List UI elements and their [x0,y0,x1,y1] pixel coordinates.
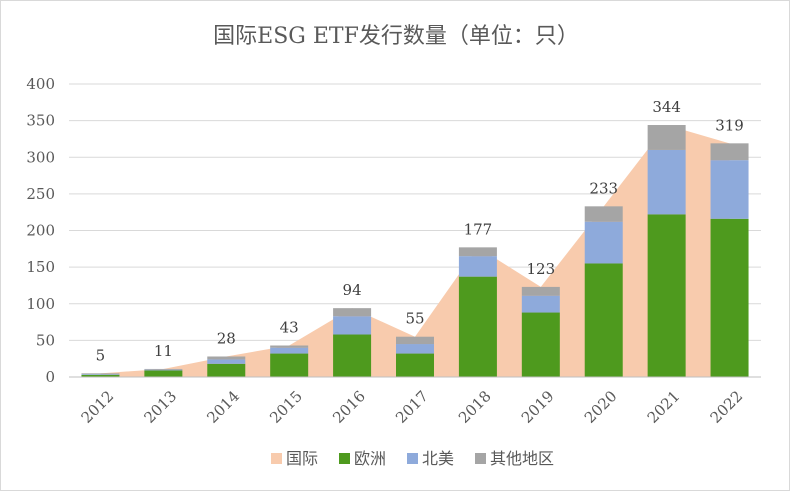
legend-label: 北美 [422,449,454,468]
legend-swatch [475,453,486,464]
x-tick-label: 2012 [78,387,118,427]
bar-other-regions-2016 [333,308,372,317]
x-tick-label: 2018 [455,387,495,427]
bar-north-america-2016 [333,316,372,335]
data-label: 28 [217,329,236,347]
x-tick-label: 2021 [644,387,684,427]
area-series [100,125,730,378]
bar-other-regions-2015 [270,345,309,348]
bar-other-regions-2012 [81,373,120,375]
bar-other-regions-2014 [207,356,246,360]
bar-north-america-2013 [144,369,183,371]
bar-europe-2022 [710,218,749,377]
bar-other-regions-2017 [396,336,434,345]
bar-north-america-2014 [207,359,246,364]
data-label: 5 [96,346,106,364]
y-tick-label: 300 [26,148,55,166]
x-axis: 2012 2013 2014 2015 2016 2017 2018 2019 2020 2021… [69,376,761,427]
bar-other-regions-2021 [647,125,686,150]
legend-label: 国际 [286,449,318,468]
y-tick-label: 200 [26,222,55,240]
data-label: 43 [280,319,299,337]
bar-europe-2018 [458,276,497,377]
bar-north-america-2015 [270,347,309,354]
data-labels: 5 11 28 43 94 55 177 123 233 344 319 [96,98,744,364]
bar-north-america-2019 [521,295,560,313]
x-tick-label: 2013 [140,387,180,427]
y-tick-label: 0 [45,368,55,386]
x-tick-label: 2022 [707,387,747,427]
bar-europe-2012 [81,374,120,377]
bar-north-america-2017 [396,344,434,354]
data-label: 177 [464,220,493,238]
stacked-bars [81,125,749,377]
data-label: 233 [589,179,618,197]
y-tick-label: 100 [26,295,55,313]
bar-north-america-2018 [458,256,497,277]
legend-swatch [339,453,350,464]
area-guoji [100,125,730,378]
y-tick-label: 150 [26,258,55,276]
y-tick-label: 400 [26,75,55,93]
data-label: 55 [405,310,424,328]
legend-label: 其他地区 [490,449,554,468]
data-label: 11 [154,342,173,360]
gridlines [69,83,761,341]
y-tick-label: 50 [36,331,55,349]
data-label: 94 [343,281,362,299]
bar-europe-2020 [584,263,623,377]
x-tick-label: 2015 [266,387,306,427]
y-tick-label: 250 [26,185,55,203]
bar-north-america-2022 [710,160,749,219]
legend-swatch [271,453,282,464]
bar-other-regions-2020 [584,206,623,222]
data-label: 344 [652,98,681,116]
bar-other-regions-2013 [144,368,183,370]
y-tick-label: 350 [26,112,55,130]
data-label: 319 [715,116,744,134]
bar-europe-2015 [270,353,309,377]
bar-europe-2016 [333,334,372,377]
bar-europe-2019 [521,312,560,377]
bar-other-regions-2022 [710,143,749,161]
bar-other-regions-2018 [458,247,497,257]
y-axis: 0 50 100 150 200 250 300 350 400 [26,75,55,386]
x-tick-label: 2019 [518,387,558,427]
x-tick-label: 2014 [203,387,243,427]
chart-title: 国际ESG ETF发行数量（单位：只） [213,24,579,49]
legend-swatch [407,453,418,464]
x-tick-label: 2017 [392,387,432,427]
bar-europe-2014 [207,363,246,377]
bar-north-america-2012 [81,374,120,375]
data-label: 123 [526,260,555,278]
x-tick-label: 2016 [329,387,369,427]
bar-other-regions-2019 [521,286,560,296]
x-tick-label: 2020 [581,387,621,427]
bar-north-america-2020 [584,221,623,264]
bar-north-america-2021 [647,149,686,215]
bar-europe-2021 [647,214,686,377]
bar-europe-2013 [144,370,183,377]
bar-europe-2017 [396,353,434,377]
legend: 国际 欧洲 北美 其他地区 [271,449,554,468]
legend-label: 欧洲 [354,449,386,468]
